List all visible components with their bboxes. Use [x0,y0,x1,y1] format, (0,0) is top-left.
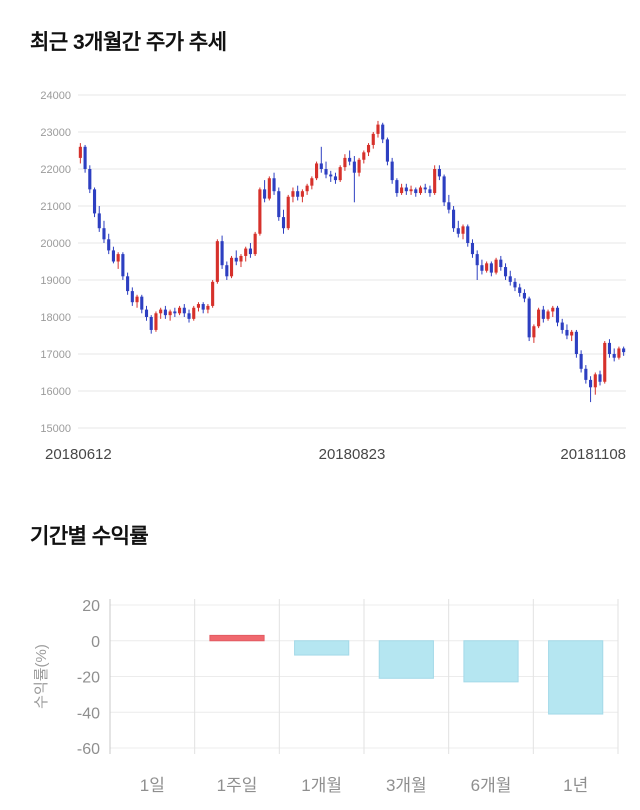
svg-text:수익률(%): 수익률(%) [33,644,50,709]
svg-text:16000: 16000 [40,386,71,398]
svg-text:24000: 24000 [40,90,71,102]
svg-text:22000: 22000 [40,164,71,176]
candlestick-chart-svg: 15000 16000 17000 18000 19000 20000 21000 22000… [40,90,626,463]
svg-text:3개월: 3개월 [386,776,427,795]
svg-text:1년: 1년 [563,776,588,795]
svg-text:17000: 17000 [40,349,71,361]
svg-text:-20: -20 [77,670,100,687]
svg-text:20: 20 [82,598,100,615]
svg-text:18000: 18000 [40,312,71,324]
price-trend-title: 최근 3개월간 주가 추세 [30,31,227,54]
svg-text:20180612: 20180612 [45,446,112,463]
candlestick-chart: 15000 16000 17000 18000 19000 20000 21000 22000… [28,76,628,466]
svg-text:23000: 23000 [40,127,71,139]
svg-text:6개월: 6개월 [471,776,512,795]
svg-text:20180823: 20180823 [319,446,386,463]
svg-text:-60: -60 [77,741,100,758]
svg-text:20181108: 20181108 [560,446,626,463]
svg-text:1개월: 1개월 [301,776,342,795]
svg-text:20000: 20000 [40,238,71,250]
svg-text:15000: 15000 [40,423,71,435]
bar-chart-svg: -60 -40 -20 0 20 1일 1주일 1개월 3개월 6개월 1년 수익률(%) [33,598,619,795]
svg-text:-40: -40 [77,705,100,722]
svg-text:21000: 21000 [40,201,71,213]
svg-text:0: 0 [91,634,100,651]
returns-title: 기간별 수익률 [30,525,149,548]
svg-text:1주일: 1주일 [217,776,258,795]
svg-text:1일: 1일 [140,776,165,795]
returns-bar-chart: -60 -40 -20 0 20 1일 1주일 1개월 3개월 6개월 1년 수익률(%) [30,578,640,806]
svg-text:19000: 19000 [40,275,71,287]
